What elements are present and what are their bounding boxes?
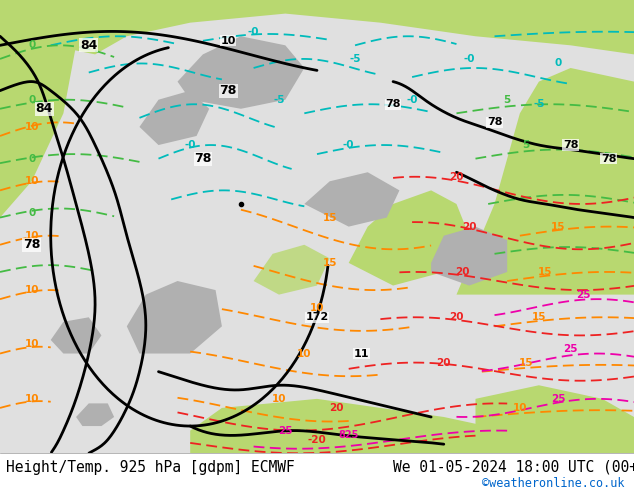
Text: 20: 20 (450, 312, 463, 322)
Text: -5: -5 (273, 95, 285, 105)
Polygon shape (0, 0, 634, 453)
Text: 10: 10 (272, 394, 286, 404)
Text: Height/Temp. 925 hPa [gdpm] ECMWF: Height/Temp. 925 hPa [gdpm] ECMWF (6, 460, 295, 475)
Text: 78: 78 (385, 99, 401, 109)
Text: 825: 825 (339, 430, 359, 440)
Text: -20: -20 (307, 435, 327, 444)
Text: 10: 10 (25, 394, 39, 404)
Text: 5: 5 (522, 140, 530, 150)
Text: 78: 78 (601, 154, 616, 164)
Text: 10: 10 (25, 340, 39, 349)
Text: 25: 25 (564, 344, 578, 354)
Text: We 01-05-2024 18:00 UTC (00+18): We 01-05-2024 18:00 UTC (00+18) (393, 460, 634, 475)
Polygon shape (51, 318, 101, 354)
Polygon shape (76, 403, 114, 426)
Text: 15: 15 (323, 258, 337, 268)
Text: 20: 20 (450, 172, 463, 182)
Text: 20: 20 (329, 403, 343, 413)
Polygon shape (178, 36, 304, 109)
Polygon shape (476, 385, 634, 453)
Text: 84: 84 (36, 102, 53, 115)
Text: 10: 10 (297, 348, 311, 359)
Polygon shape (254, 245, 330, 294)
Text: -0: -0 (406, 95, 418, 105)
Text: 0: 0 (28, 208, 36, 218)
Polygon shape (456, 68, 634, 294)
Text: 78: 78 (23, 238, 41, 251)
Text: 11: 11 (354, 348, 369, 359)
Text: 15: 15 (532, 312, 546, 322)
Text: 10: 10 (310, 303, 324, 313)
Text: 78: 78 (194, 152, 212, 165)
Text: -0: -0 (343, 140, 354, 150)
Text: 15: 15 (323, 213, 337, 222)
Text: -5: -5 (349, 54, 361, 64)
Polygon shape (0, 0, 634, 54)
Text: 78: 78 (563, 140, 578, 150)
Text: -5: -5 (533, 99, 545, 109)
Text: 15: 15 (551, 221, 565, 232)
Text: 10: 10 (25, 176, 39, 186)
Polygon shape (431, 226, 507, 286)
Text: 0: 0 (28, 95, 36, 105)
Text: 20: 20 (462, 221, 476, 232)
Text: 20: 20 (437, 358, 451, 368)
Text: 20: 20 (456, 267, 470, 277)
Polygon shape (127, 281, 222, 354)
Text: ©weatheronline.co.uk: ©weatheronline.co.uk (482, 477, 624, 490)
Text: -0: -0 (184, 140, 196, 150)
Text: 25: 25 (278, 426, 292, 436)
Polygon shape (0, 0, 76, 218)
Text: 5: 5 (503, 95, 511, 105)
Text: 10: 10 (513, 403, 527, 413)
Text: 10: 10 (221, 36, 236, 46)
Polygon shape (304, 172, 399, 226)
Polygon shape (349, 190, 469, 286)
Text: 0: 0 (554, 58, 562, 69)
Text: 172: 172 (306, 312, 328, 322)
Polygon shape (139, 91, 209, 145)
Text: 84: 84 (80, 39, 98, 52)
Text: 25: 25 (576, 290, 590, 299)
Text: 10: 10 (25, 285, 39, 295)
Text: 10: 10 (25, 231, 39, 241)
Text: -0: -0 (463, 54, 475, 64)
Text: 10: 10 (25, 122, 39, 132)
Text: 25: 25 (551, 394, 565, 404)
Text: 15: 15 (538, 267, 552, 277)
Text: 78: 78 (219, 84, 237, 97)
Text: 15: 15 (519, 358, 533, 368)
Polygon shape (190, 399, 507, 453)
Text: 0: 0 (28, 40, 36, 50)
Text: 0: 0 (28, 154, 36, 164)
Text: 78: 78 (487, 118, 502, 127)
Text: -0: -0 (248, 27, 259, 37)
